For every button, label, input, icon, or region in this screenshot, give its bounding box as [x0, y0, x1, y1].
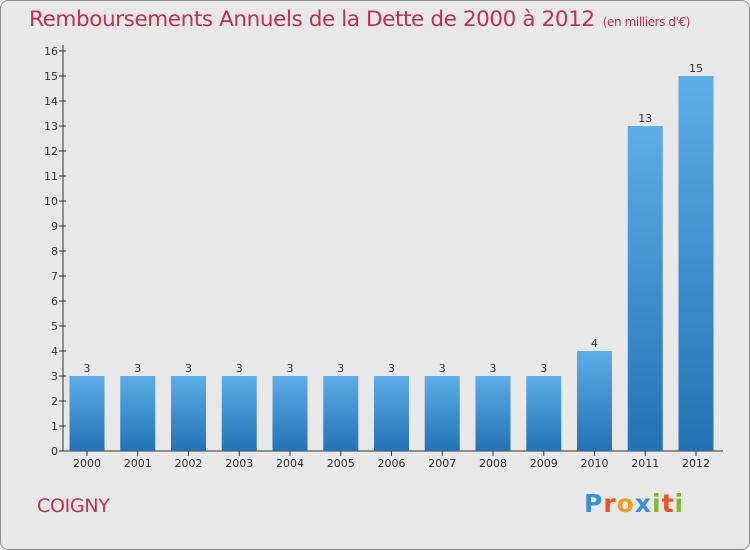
chart-unit: (en milliers d'€) — [602, 15, 691, 29]
data-label: 3 — [185, 362, 192, 375]
x-tick-label: 2002 — [175, 457, 203, 470]
x-tick-label: 2011 — [631, 457, 659, 470]
y-tick-label: 1 — [51, 420, 58, 433]
bar — [424, 376, 460, 451]
logo-letter: x — [634, 489, 652, 518]
chart-title-text: Remboursements Annuels de la Dette de 20… — [29, 7, 595, 32]
y-tick-label: 7 — [51, 270, 58, 283]
x-tick-label: 2007 — [428, 457, 456, 470]
logo-letter: o — [616, 489, 635, 518]
y-tick-label: 2 — [51, 395, 58, 408]
bar — [120, 376, 156, 451]
x-tick-label: 2010 — [581, 457, 609, 470]
data-label: 3 — [490, 362, 497, 375]
x-tick-label: 2009 — [530, 457, 558, 470]
data-label: 3 — [287, 362, 294, 375]
x-tick-label: 2001 — [124, 457, 152, 470]
x-tick-label: 2003 — [225, 457, 253, 470]
y-tick-label: 9 — [51, 220, 58, 233]
y-tick-label: 6 — [51, 295, 58, 308]
proxiti-logo[interactable]: Proxiti — [584, 489, 684, 518]
logo-letter: i — [674, 489, 685, 518]
y-tick-label: 10 — [44, 195, 58, 208]
y-tick-label: 16 — [44, 45, 58, 58]
data-label: 15 — [689, 62, 703, 75]
bar-series — [69, 76, 714, 451]
data-label: 13 — [638, 112, 652, 125]
x-tick-label: 2006 — [378, 457, 406, 470]
data-label: 3 — [540, 362, 547, 375]
x-tick-label: 2004 — [276, 457, 304, 470]
logo-letter: P — [584, 489, 604, 518]
y-tick-label: 12 — [44, 145, 58, 158]
bar — [577, 351, 612, 451]
x-tick-label: 2012 — [682, 457, 710, 470]
y-tick-label: 15 — [44, 70, 58, 83]
bar — [323, 376, 359, 451]
y-tick-label: 0 — [51, 445, 58, 458]
y-tick-label: 5 — [51, 320, 58, 333]
y-tick-label: 4 — [51, 345, 58, 358]
bar — [475, 376, 511, 451]
city-name: COIGNY — [37, 495, 110, 517]
data-labels: 3 3 3 3 3 3 3 3 3 3 4 13 15 — [84, 62, 704, 375]
logo-letter: r — [603, 489, 617, 518]
x-tick-label: 2005 — [327, 457, 355, 470]
data-label: 3 — [388, 362, 395, 375]
y-tick-label: 8 — [51, 245, 58, 258]
data-label: 3 — [337, 362, 344, 375]
y-tick-label: 3 — [51, 370, 58, 383]
bar — [221, 376, 257, 451]
data-label: 3 — [84, 362, 91, 375]
y-tick-label: 11 — [44, 170, 58, 183]
data-label: 3 — [134, 362, 141, 375]
y-tick-label: 14 — [44, 95, 58, 108]
data-label: 4 — [591, 337, 598, 350]
logo-letter: t — [661, 489, 675, 518]
bar — [171, 376, 206, 451]
bar — [69, 376, 105, 451]
y-tick-label: 13 — [44, 120, 58, 133]
bar — [678, 76, 714, 451]
data-label: 3 — [439, 362, 446, 375]
logo-letter: i — [652, 489, 662, 518]
bar — [374, 376, 409, 451]
chart-title: Remboursements Annuels de la Dette de 20… — [29, 7, 690, 32]
bar — [627, 126, 663, 451]
x-tick-label: 2000 — [73, 457, 101, 470]
x-tick-label: 2008 — [479, 457, 507, 470]
bar — [526, 376, 562, 451]
data-label: 3 — [236, 362, 243, 375]
bar — [272, 376, 308, 451]
